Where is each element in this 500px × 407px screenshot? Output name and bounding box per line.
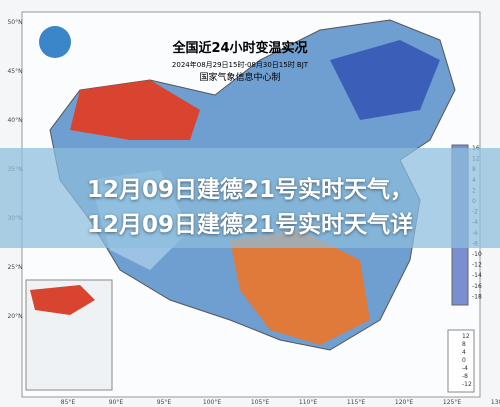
- lat-label: 40°N: [7, 117, 22, 124]
- lon-label: 95°E: [157, 399, 172, 406]
- legend-label: -16: [472, 283, 482, 290]
- lat-label: 20°N: [7, 313, 22, 320]
- legend-label: 8: [462, 341, 466, 348]
- logo: [39, 26, 71, 58]
- lon-label: 130°E: [491, 399, 500, 406]
- map-credit: 国家气象信息中心制: [199, 71, 280, 83]
- lon-label: 120°E: [395, 399, 413, 406]
- cool-region: [330, 40, 440, 120]
- warm-region: [230, 230, 370, 345]
- lon-label: 125°E: [443, 399, 461, 406]
- headline-band: [0, 148, 500, 248]
- legend-label: -12: [472, 262, 482, 269]
- headline: 12月09日建德21号实时天气，: [86, 177, 414, 203]
- legend-label: 0: [462, 357, 466, 364]
- legend-label: -14: [472, 272, 482, 279]
- legend-label: -4: [462, 365, 468, 372]
- lon-label: 115°E: [347, 399, 365, 406]
- legend-label: 12: [462, 333, 470, 340]
- lon-label: 90°E: [109, 399, 124, 406]
- lat-label: 25°N: [7, 264, 22, 271]
- lat-label: 50°N: [7, 19, 22, 26]
- map-subtitle: 2024年08月29日15时-08月30日15时 BJT: [172, 60, 309, 69]
- legend-box: [447, 329, 475, 393]
- legend-label: -12: [462, 381, 472, 388]
- legend-label: 4: [462, 349, 466, 356]
- legend-label: -18: [472, 293, 482, 300]
- legend-label: -10: [472, 251, 482, 258]
- lon-label: 100°E: [203, 399, 221, 406]
- map-title: 全国近24小时变温实况: [171, 40, 307, 56]
- lon-label: 105°E: [251, 399, 269, 406]
- warm-region: [70, 80, 200, 140]
- lat-label: 45°N: [7, 68, 22, 75]
- lon-label: 110°E: [299, 399, 317, 406]
- inset-warm: [30, 285, 95, 315]
- legend-label: -8: [462, 373, 468, 380]
- lon-label: 85°E: [61, 399, 76, 406]
- headline: 12月09日建德21号实时天气详: [86, 212, 414, 238]
